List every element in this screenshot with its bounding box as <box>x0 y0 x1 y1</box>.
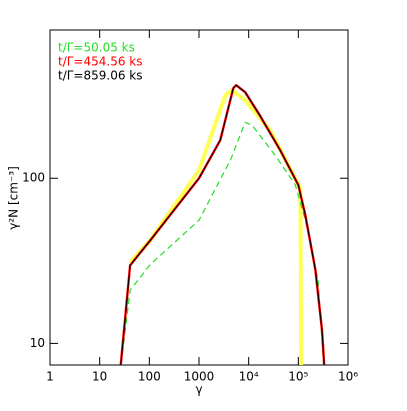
x-tick-label: 10⁵ <box>288 370 308 384</box>
x-tick-label: 10⁶ <box>338 370 358 384</box>
x-tick-label: 10 <box>92 370 107 384</box>
y-tick-label: 10 <box>30 336 45 350</box>
legend-entry: t/Γ=50.05 ks <box>58 41 135 55</box>
x-tick-label: 100 <box>138 370 161 384</box>
x-tick-label: 1000 <box>184 370 215 384</box>
y-axis-label: γ²N [cm⁻³] <box>7 166 21 230</box>
legend-entry: t/Γ=859.06 ks <box>58 69 143 83</box>
legend-entry: t/Γ=454.56 ks <box>58 55 143 69</box>
x-tick-label: 10⁴ <box>239 370 259 384</box>
y-tick-label: 100 <box>22 171 45 185</box>
series-line <box>120 121 325 365</box>
x-axis-label: γ <box>195 383 202 397</box>
series-line <box>120 84 325 365</box>
plot-area <box>119 83 326 365</box>
series-line <box>128 88 304 365</box>
x-tick-label: 1 <box>46 370 54 384</box>
